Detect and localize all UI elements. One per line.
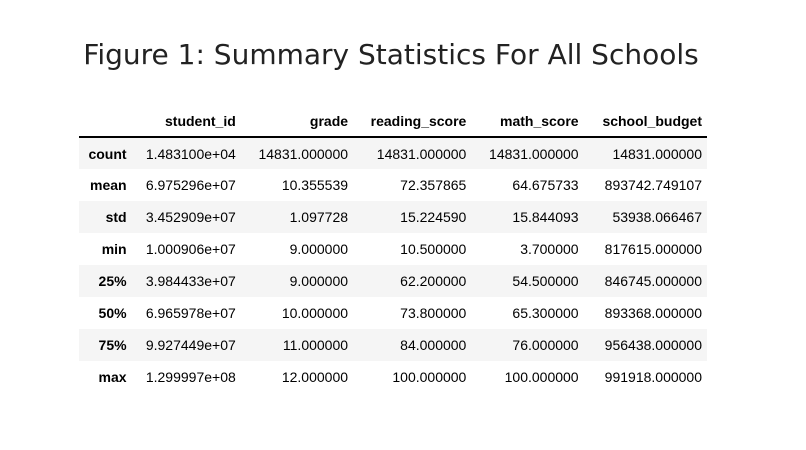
cell-reading-score: 15.224590 — [400, 209, 467, 225]
cell-reading-score: 73.800000 — [400, 305, 467, 321]
cell-school-budget: 893742.749107 — [604, 177, 702, 193]
cell-school-budget: 893368.000000 — [604, 305, 702, 321]
cell-student-id: 3.984433e+07 — [145, 273, 236, 289]
table-header: student_id grade reading_score math_scor… — [79, 105, 707, 138]
table-row: 75% 9.927449e+07 11.000000 84.000000 76.… — [79, 329, 707, 361]
cell-student-id: 6.975296e+07 — [145, 177, 236, 193]
cell-reading-score: 14831.000000 — [376, 145, 467, 162]
row-label: 75% — [98, 337, 127, 353]
cell-grade: 10.355539 — [281, 177, 349, 193]
cell-math-score: 54.500000 — [512, 273, 579, 289]
cell-math-score: 15.844093 — [512, 209, 579, 225]
cell-math-score: 100.000000 — [504, 369, 579, 385]
cell-reading-score: 100.000000 — [392, 369, 467, 385]
cell-grade: 9.000000 — [289, 273, 349, 289]
figure-title: Figure 1: Summary Statistics For All Sch… — [83, 38, 699, 71]
cell-student-id: 6.965978e+07 — [145, 305, 236, 321]
table-row: 50% 6.965978e+07 10.000000 73.800000 65.… — [79, 297, 707, 329]
cell-school-budget: 956438.000000 — [604, 337, 702, 353]
cell-school-budget: 991918.000000 — [604, 369, 702, 385]
cell-math-score: 65.300000 — [512, 305, 579, 321]
cell-student-id: 9.927449e+07 — [145, 337, 236, 353]
cell-math-score: 76.000000 — [512, 337, 579, 353]
cell-school-budget: 846745.000000 — [604, 273, 702, 289]
table-row: mean 6.975296e+07 10.355539 72.357865 64… — [79, 169, 707, 201]
cell-school-budget: 53938.066467 — [612, 209, 702, 225]
row-label: std — [105, 209, 127, 225]
cell-reading-score: 84.000000 — [400, 337, 467, 353]
row-label: count — [88, 145, 127, 162]
cell-math-score: 3.700000 — [520, 241, 579, 257]
table-body: count 1.483100e+04 14831.000000 14831.00… — [79, 137, 707, 393]
cell-school-budget: 14831.000000 — [612, 145, 702, 162]
cell-grade: 12.000000 — [281, 369, 349, 385]
index-header — [79, 105, 132, 138]
row-label: 25% — [98, 273, 127, 289]
row-label: min — [101, 241, 127, 257]
cell-math-score: 64.675733 — [512, 177, 579, 193]
table-row: min 1.000906e+07 9.000000 10.500000 3.70… — [79, 233, 707, 265]
summary-statistics-table: student_id grade reading_score math_scor… — [79, 105, 707, 393]
row-label: 50% — [98, 305, 127, 321]
cell-reading-score: 10.500000 — [400, 241, 467, 257]
cell-reading-score: 72.357865 — [400, 177, 467, 193]
row-label: mean — [90, 177, 127, 193]
cell-school-budget: 817615.000000 — [604, 241, 702, 257]
cell-student-id: 1.000906e+07 — [145, 241, 236, 257]
cell-student-id: 1.299997e+08 — [145, 369, 236, 385]
column-header-student-id: student_id — [131, 105, 241, 138]
cell-grade: 10.000000 — [281, 305, 349, 321]
cell-grade: 9.000000 — [289, 241, 349, 257]
table-row: 25% 3.984433e+07 9.000000 62.200000 54.5… — [79, 265, 707, 297]
table-row: max 1.299997e+08 12.000000 100.000000 10… — [79, 361, 707, 393]
column-header-reading-score: reading_score — [353, 105, 472, 138]
table-row: std 3.452909e+07 1.097728 15.224590 15.8… — [79, 201, 707, 233]
cell-grade: 1.097728 — [289, 209, 349, 225]
column-header-grade: grade — [240, 105, 354, 138]
table-row: count 1.483100e+04 14831.000000 14831.00… — [79, 137, 707, 169]
column-header-math-score: math_score — [471, 105, 584, 138]
cell-math-score: 14831.000000 — [489, 145, 579, 162]
cell-student-id: 1.483100e+04 — [145, 145, 236, 162]
column-header-school-budget: school_budget — [583, 105, 707, 138]
cell-grade: 11.000000 — [282, 337, 349, 353]
cell-grade: 14831.000000 — [258, 145, 349, 162]
row-label: max — [98, 369, 127, 385]
header-row: student_id grade reading_score math_scor… — [79, 105, 707, 138]
cell-reading-score: 62.200000 — [400, 273, 467, 289]
cell-student-id: 3.452909e+07 — [145, 209, 236, 225]
